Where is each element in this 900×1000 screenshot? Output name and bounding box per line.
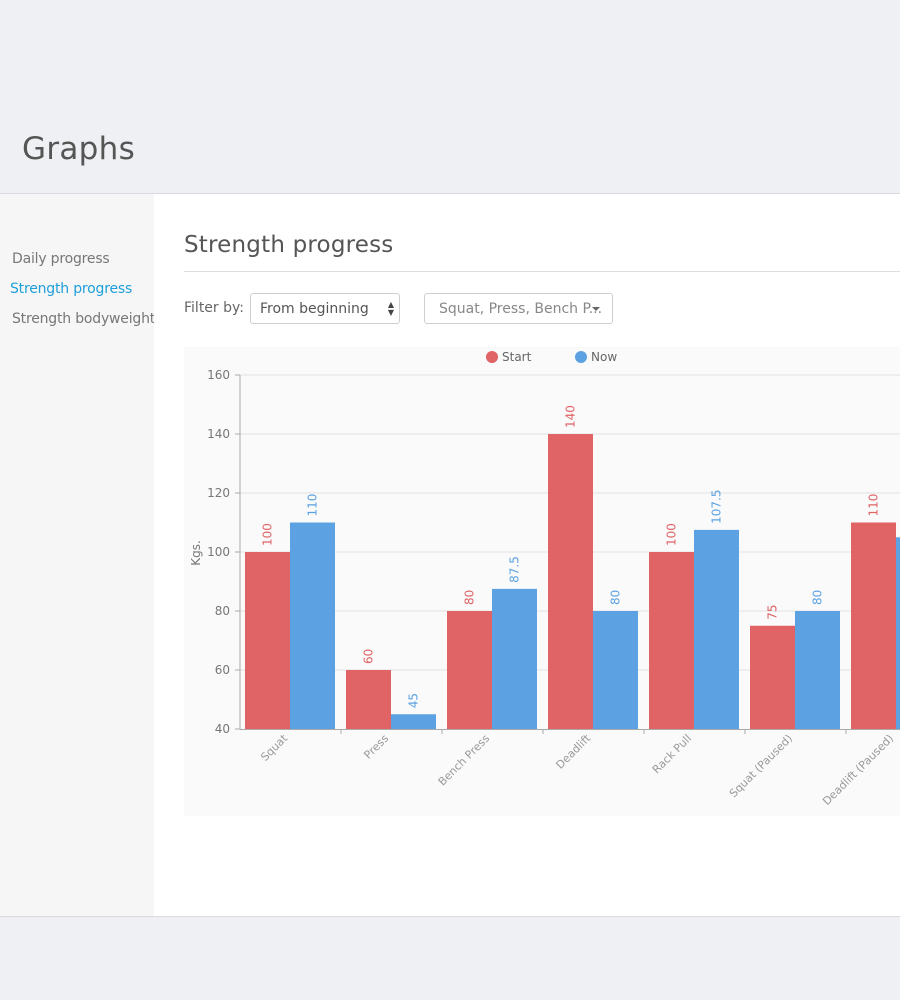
sidebar-nav: Daily progress Strength progress Strengt… bbox=[0, 194, 156, 916]
exercise-multiselect[interactable]: Squat, Press, Bench P... bbox=[424, 293, 613, 324]
data-label: 80 bbox=[811, 590, 825, 605]
data-label: 100 bbox=[261, 523, 275, 546]
main-panel: Strength progress Filter by: From beginn… bbox=[154, 194, 900, 916]
y-tick-label: 40 bbox=[215, 722, 230, 736]
legend-label-start: Start bbox=[502, 350, 532, 364]
x-tick-label: Bench Press bbox=[436, 732, 493, 789]
x-tick-label: Squat bbox=[258, 731, 290, 763]
y-tick-label: 140 bbox=[207, 427, 230, 441]
bar-now bbox=[896, 537, 900, 729]
bar-now bbox=[492, 588, 537, 729]
bar-start bbox=[851, 522, 896, 729]
data-label: 100 bbox=[665, 523, 679, 546]
bar-start bbox=[447, 611, 492, 729]
bar-now bbox=[795, 611, 840, 729]
strength-chart: 40 60 80 100 120 140 160 Kgs. 100 110 Squat 60 45 Pre… bbox=[184, 347, 900, 816]
bar-now bbox=[593, 611, 638, 729]
period-select-value: From beginning bbox=[260, 301, 369, 317]
x-tick-label: Press bbox=[361, 732, 391, 762]
content-area: Daily progress Strength progress Strengt… bbox=[0, 193, 900, 917]
y-tick-label: 160 bbox=[207, 368, 230, 382]
y-tick-label: 60 bbox=[215, 663, 230, 677]
x-tick-label: Rack Pull bbox=[650, 732, 694, 776]
y-tick-label: 120 bbox=[207, 486, 230, 500]
x-tick-label: Deadlift (Paused) bbox=[820, 732, 896, 808]
x-tick-label: Deadlift bbox=[553, 731, 593, 771]
data-label: 60 bbox=[362, 649, 376, 664]
bar-start bbox=[245, 552, 290, 729]
updown-arrows-icon: ▲ ▼ bbox=[387, 300, 394, 317]
legend-marker-start bbox=[486, 351, 498, 363]
data-label: 45 bbox=[407, 693, 421, 708]
data-label: 75 bbox=[766, 604, 780, 619]
bar-now bbox=[290, 522, 335, 729]
bar-start bbox=[346, 670, 391, 729]
chevron-down-icon bbox=[592, 307, 600, 311]
sidebar-item-daily-progress[interactable]: Daily progress bbox=[12, 251, 110, 267]
data-label: 87.5 bbox=[508, 556, 522, 583]
sidebar-item-strength-bodyweight[interactable]: Strength bodyweight bbox=[12, 311, 156, 327]
y-tick-label: 100 bbox=[207, 545, 230, 559]
chart-svg: 40 60 80 100 120 140 160 Kgs. 100 110 Squat 60 45 Pre… bbox=[189, 350, 900, 808]
bar-start bbox=[649, 552, 694, 729]
bar-start bbox=[750, 625, 795, 729]
data-label: 107.5 bbox=[710, 490, 724, 524]
bar-now bbox=[391, 714, 436, 729]
page-title: Graphs bbox=[22, 131, 136, 167]
sidebar-item-strength-progress[interactable]: Strength progress bbox=[10, 281, 133, 297]
period-select[interactable]: From beginning ▲ ▼ bbox=[250, 293, 400, 324]
bar-start bbox=[548, 434, 593, 729]
filter-label: Filter by: bbox=[184, 300, 244, 316]
y-axis-title: Kgs. bbox=[189, 540, 203, 566]
data-label: 110 bbox=[867, 494, 881, 517]
legend-marker-now bbox=[575, 351, 587, 363]
section-divider bbox=[184, 271, 900, 272]
exercise-select-value: Squat, Press, Bench P... bbox=[439, 301, 603, 317]
data-label: 80 bbox=[463, 590, 477, 605]
bar-now bbox=[694, 529, 739, 729]
data-label: 110 bbox=[306, 494, 320, 517]
x-tick-label: Squat (Paused) bbox=[727, 732, 795, 800]
section-title: Strength progress bbox=[184, 232, 394, 258]
data-label: 80 bbox=[609, 590, 623, 605]
y-tick-label: 80 bbox=[215, 604, 230, 618]
legend-label-now: Now bbox=[591, 350, 617, 364]
data-label: 140 bbox=[564, 405, 578, 428]
